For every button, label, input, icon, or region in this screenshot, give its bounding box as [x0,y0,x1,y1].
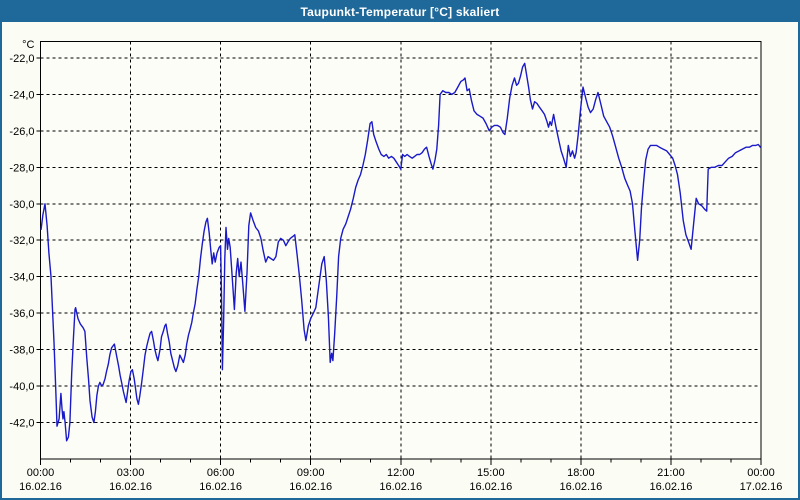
x-axis-time-label: 06:00 [207,467,235,479]
chart-area: -22,0 -24,0 -26,0 -28,0 -30,0 -32,0 -34,0 -36,0… [2,22,798,498]
x-axis-date-label: 16.02.16 [289,481,332,493]
x-axis-date-label: 17.02.16 [740,481,783,493]
x-axis-time-label: 15:00 [477,467,505,479]
y-axis-tick-label: -40,0 [9,381,34,393]
y-axis-tick-label: -26,0 [9,126,34,138]
y-axis-tick-label: -36,0 [9,308,34,320]
y-axis-tick-label: -34,0 [9,272,34,284]
page-title: Taupunkt-Temperatur [°C] skaliert [300,5,500,19]
y-axis-tick-label: -42,0 [9,418,34,430]
chart-svg: -22,0 -24,0 -26,0 -28,0 -30,0 -32,0 -34,0 -36,0… [9,39,783,493]
y-axis-tick-label: -24,0 [9,89,34,101]
x-axis-time-label: 03:00 [117,467,145,479]
x-axis-time-label: 09:00 [297,467,325,479]
y-axis-tick-label: -22,0 [9,53,34,65]
temperature-series-line [40,62,762,442]
x-axis-date-label: 16.02.16 [650,481,693,493]
x-axis-date-label: 16.02.16 [559,481,602,493]
y-axis-unit-label: °C [22,39,34,51]
x-axis-date-label: 16.02.16 [19,481,62,493]
x-axis-time-label: 12:00 [387,467,415,479]
plot-background [40,41,761,459]
x-axis-date-label: 16.02.16 [469,481,512,493]
x-axis-date-label: 16.02.16 [199,481,242,493]
title-bar: Taupunkt-Temperatur [°C] skaliert [2,2,798,22]
y-axis-tick-label: -28,0 [9,162,34,174]
y-axis-tick-label: -30,0 [9,199,34,211]
y-axis-tick-label: -32,0 [9,235,34,247]
x-axis-time-label: 18:00 [567,467,595,479]
y-axis-tick-label: -38,0 [9,345,34,357]
x-axis-time-label: 00:00 [747,467,775,479]
x-axis-date-label: 16.02.16 [379,481,422,493]
x-axis-time-label: 21:00 [657,467,685,479]
x-axis-time-label: 00:00 [27,467,55,479]
x-axis-date-label: 16.02.16 [109,481,152,493]
